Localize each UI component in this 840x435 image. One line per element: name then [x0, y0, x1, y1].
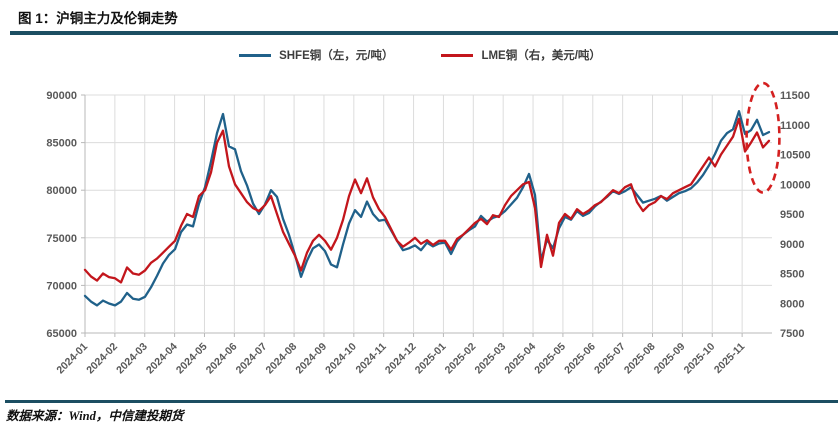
x-axis-label: 2025-03 — [473, 341, 509, 377]
left-axis-label: 90000 — [46, 90, 77, 102]
x-axis-label: 2024-06 — [204, 341, 240, 377]
x-axis-label: 2024-11 — [353, 341, 388, 376]
legend-label-shfe: SHFE铜（左，元/吨） — [279, 50, 394, 62]
x-axis-label: 2024-10 — [323, 341, 359, 377]
right-axis-label: 11500 — [780, 90, 810, 102]
left-axis-label: 80000 — [46, 185, 77, 197]
chart-legend: SHFE铜（左，元/吨） LME铜（右，美元/吨） — [0, 47, 840, 63]
right-axis-label: 9500 — [780, 209, 804, 221]
x-axis-label: 2025-02 — [443, 341, 479, 377]
right-axis-label: 10000 — [780, 179, 811, 191]
x-axis-label: 2025-04 — [502, 341, 538, 377]
title-divider — [10, 31, 838, 35]
footer-divider — [5, 400, 838, 403]
right-axis-label: 9000 — [780, 239, 804, 251]
x-axis-label: 2025-08 — [622, 341, 658, 377]
x-axis-label: 2025-10 — [682, 341, 718, 377]
x-axis-label: 2024-01 — [54, 341, 90, 377]
x-axis-label: 2024-05 — [174, 341, 210, 377]
x-axis-label: 2025-01 — [413, 341, 449, 377]
lme-price-line — [83, 117, 771, 284]
lme-line-swatch — [441, 53, 474, 57]
right-axis-label: 11000 — [780, 120, 810, 132]
right-axis-label: 8500 — [780, 269, 804, 281]
x-axis-label: 2025-09 — [652, 341, 688, 377]
right-axis-label: 10500 — [780, 150, 811, 162]
x-axis-label: 2024-03 — [114, 341, 150, 377]
right-axis-label: 8000 — [780, 298, 804, 310]
x-axis-label: 2025-07 — [592, 341, 628, 377]
x-axis-label: 2024-07 — [234, 341, 270, 377]
x-axis-label: 2024-12 — [383, 341, 419, 377]
x-axis-label: 2024-02 — [84, 341, 120, 377]
x-axis-label: 2024-04 — [144, 341, 180, 377]
left-axis-label: 70000 — [46, 280, 77, 292]
data-source: 数据来源：Wind，中信建投期货 — [6, 409, 184, 423]
shfe-price-line — [83, 110, 771, 307]
legend-item-lme: LME铜（右，美元/吨） — [441, 47, 601, 63]
x-axis-label: 2024-09 — [293, 341, 329, 377]
x-axis-label: 2025-06 — [562, 341, 598, 377]
figure-title: 图 1：沪铜主力及伦铜走势 — [18, 11, 178, 26]
legend-label-lme: LME铜（右，美元/吨） — [481, 50, 601, 62]
x-axis-label: 2024-08 — [263, 341, 299, 377]
shfe-line-swatch — [239, 53, 272, 57]
x-axis-label: 2025-05 — [532, 341, 568, 377]
x-axis-label: 2025-11 — [712, 341, 747, 376]
right-axis-label: 7500 — [780, 328, 804, 340]
legend-item-shfe: SHFE铜（左，元/吨） — [239, 47, 393, 63]
left-axis-label: 65000 — [46, 328, 77, 340]
left-axis-label: 75000 — [46, 233, 77, 245]
highlight-ellipse-annotation — [745, 81, 781, 194]
left-axis-label: 85000 — [46, 138, 77, 150]
